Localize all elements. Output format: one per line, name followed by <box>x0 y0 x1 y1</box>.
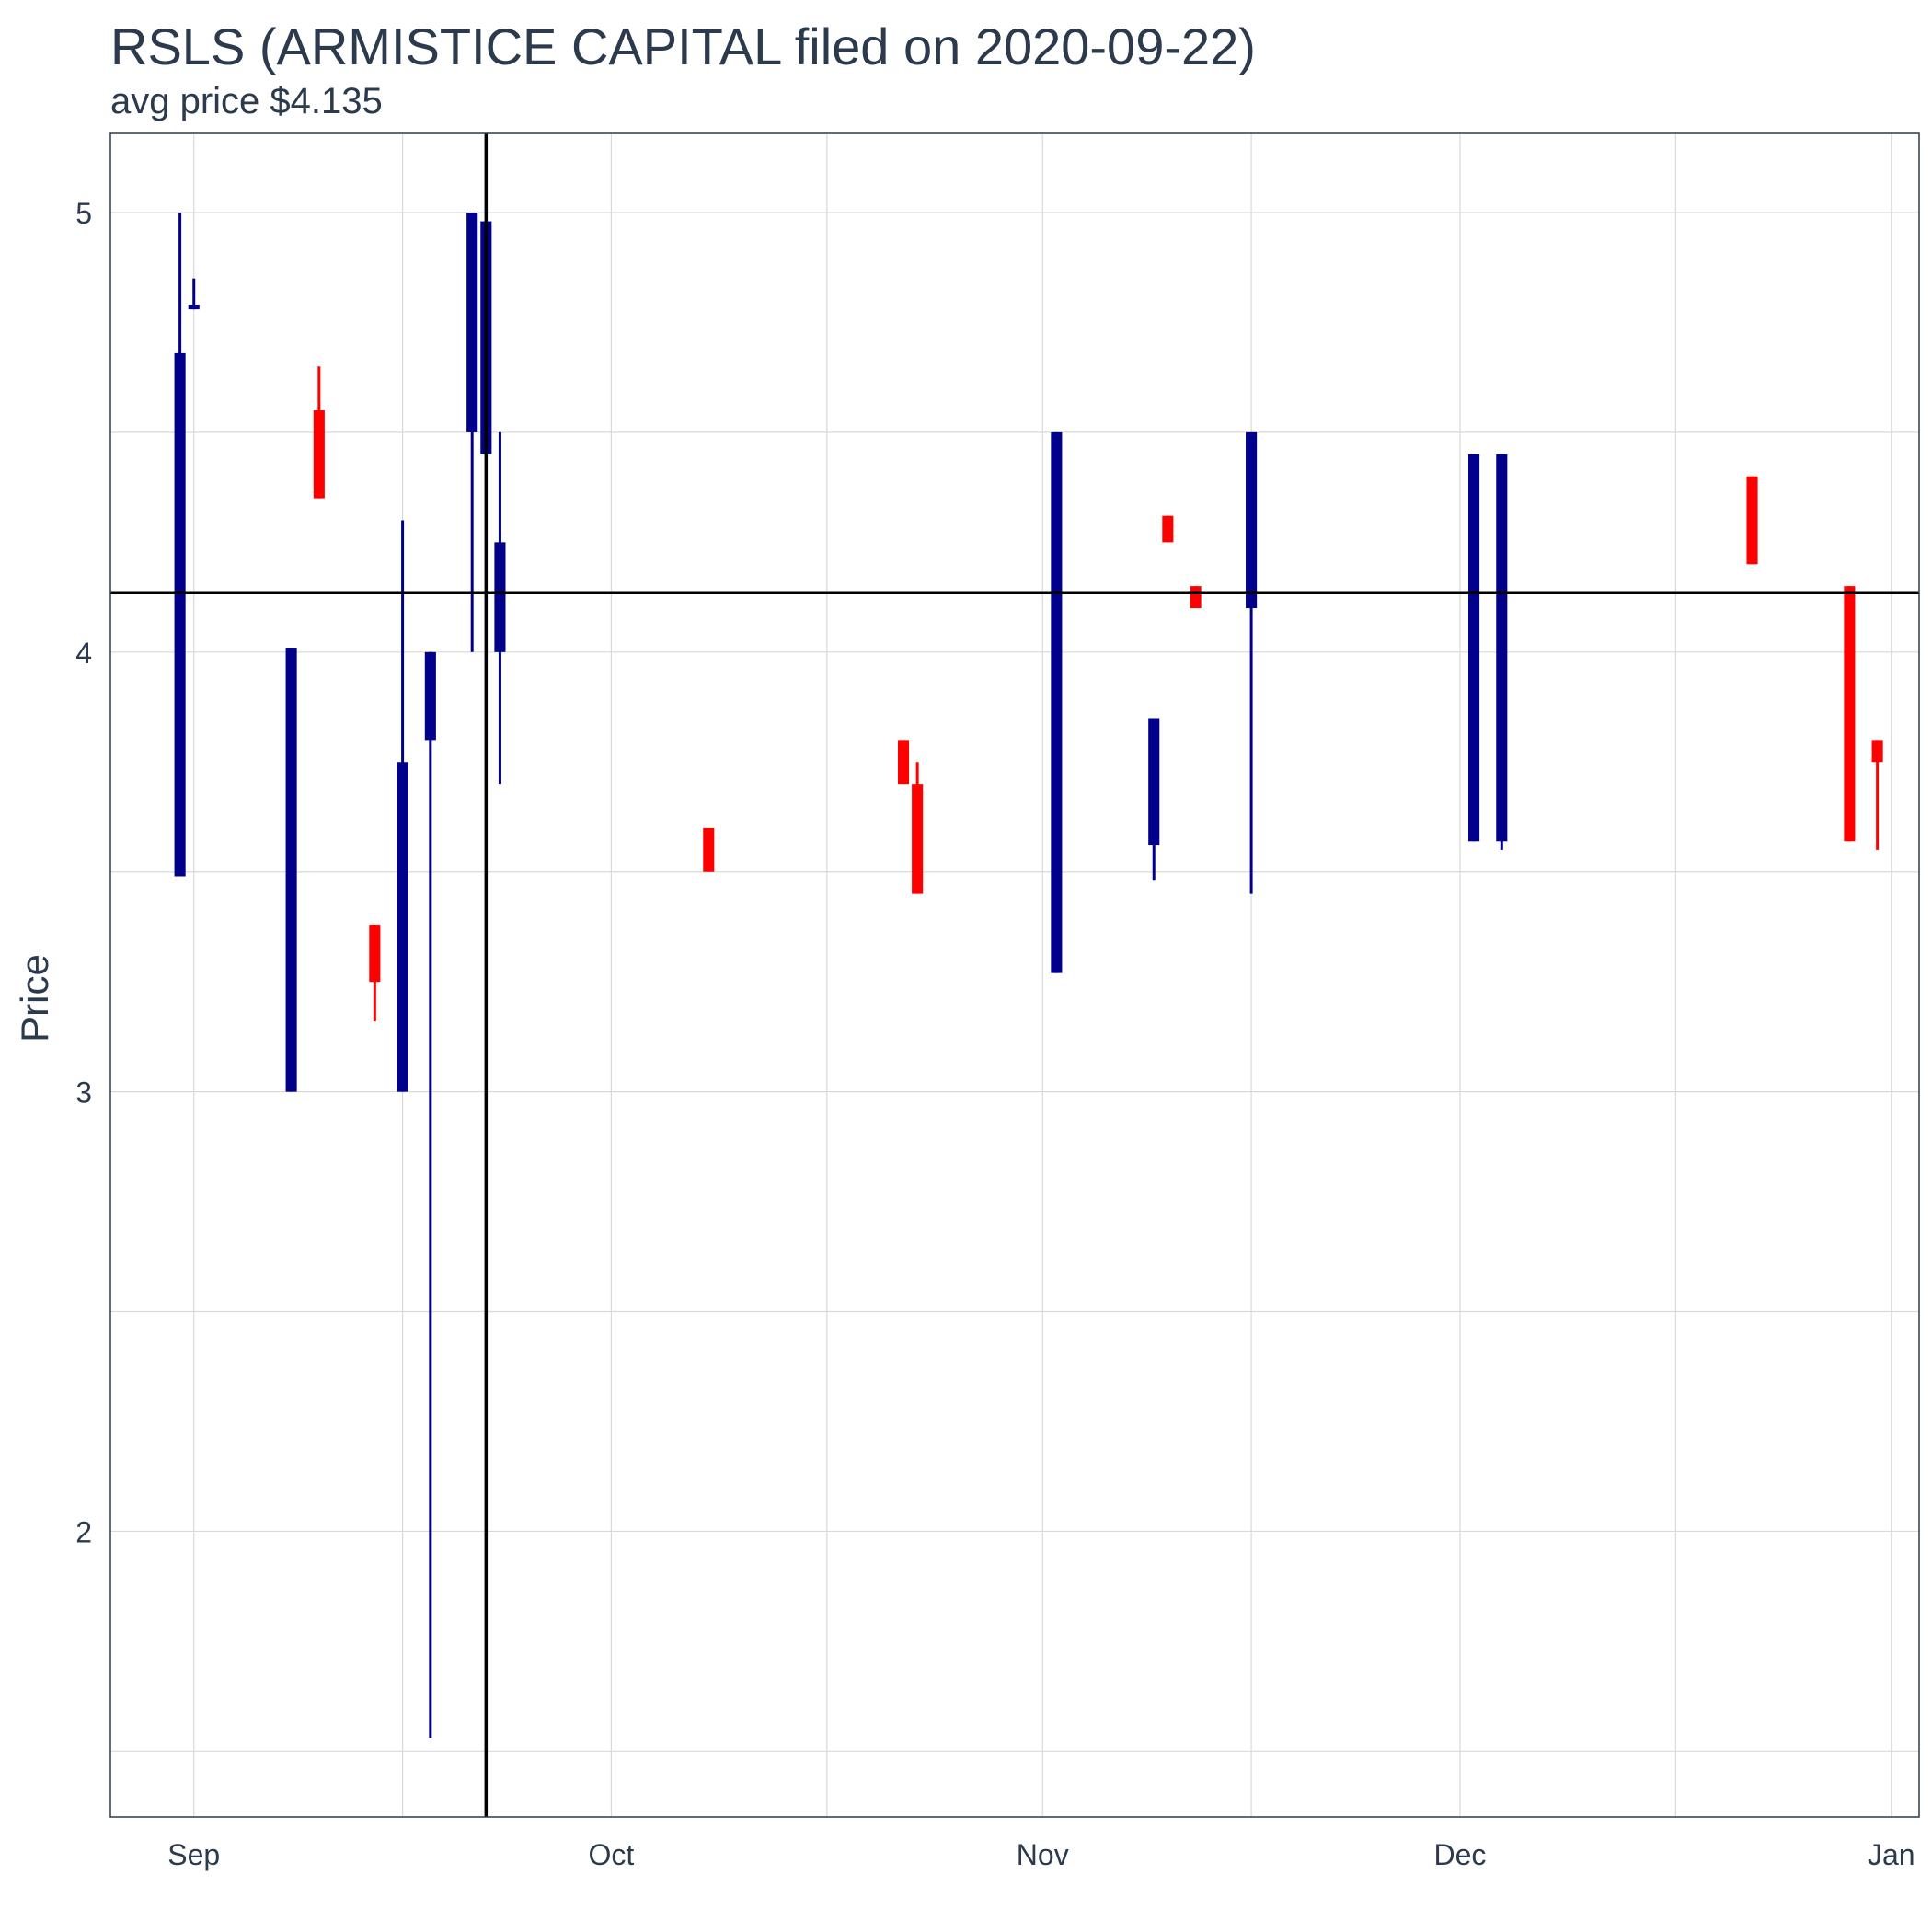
candle-down <box>897 740 910 785</box>
grid-lines <box>110 133 1919 1817</box>
candle-up <box>1148 718 1160 881</box>
candle-body <box>174 352 186 877</box>
x-tick-label: Jan <box>1868 1838 1915 1871</box>
candles <box>174 213 1883 1738</box>
candle-up <box>494 431 506 785</box>
y-axis-label: Price <box>13 954 56 1042</box>
candle-down <box>912 762 924 894</box>
candle-body <box>369 925 381 983</box>
x-tick-label: Nov <box>1017 1838 1069 1871</box>
candle-body <box>703 827 715 872</box>
candle-body <box>1148 718 1160 846</box>
candle-body <box>1246 431 1258 609</box>
candle-down <box>703 827 715 872</box>
candle-body <box>1162 515 1174 543</box>
y-tick-label: 2 <box>75 1515 92 1548</box>
candle-body <box>188 305 200 310</box>
candle-down <box>1844 586 1856 842</box>
candle-down <box>369 925 381 1022</box>
candle-body <box>466 213 478 432</box>
candle-body <box>1468 454 1480 842</box>
candle-body <box>313 410 325 499</box>
candle-up <box>285 648 297 1092</box>
candle-body <box>285 648 297 1092</box>
candle-body <box>1746 476 1758 565</box>
candle-down <box>1871 740 1883 850</box>
reference-lines <box>110 133 1919 1817</box>
candle-body <box>1871 740 1883 763</box>
candle-body <box>1190 586 1202 609</box>
candle-body <box>897 740 910 785</box>
candle-up <box>188 278 200 310</box>
y-tick-label: 5 <box>75 197 92 230</box>
candle-down <box>1162 515 1174 543</box>
candle-body <box>1496 454 1508 842</box>
candle-body <box>494 542 506 652</box>
candle-down <box>1190 586 1202 609</box>
chart-subtitle: avg price $4.135 <box>110 81 383 121</box>
chart-title: RSLS (ARMISTICE CAPITAL filed on 2020-09… <box>110 17 1256 75</box>
candle-down <box>313 366 325 499</box>
candle-down <box>1746 476 1758 565</box>
panel-border <box>109 132 1920 1818</box>
candle-body <box>1844 586 1856 842</box>
x-axis-ticks: Sep Oct Nov Dec Jan <box>167 1838 1915 1871</box>
x-tick-label: Oct <box>589 1838 635 1871</box>
candle-up <box>466 213 478 652</box>
x-tick-label: Dec <box>1433 1838 1486 1871</box>
candle-body <box>1051 431 1063 973</box>
candle-up <box>1496 454 1508 850</box>
candle-body <box>912 784 924 894</box>
candle-body <box>424 651 436 741</box>
y-tick-label: 4 <box>75 637 92 670</box>
candle-up <box>1051 431 1063 973</box>
y-tick-label: 3 <box>75 1076 92 1110</box>
x-tick-label: Sep <box>167 1838 220 1871</box>
y-axis-ticks: 2 3 4 5 <box>75 197 92 1548</box>
candle-up <box>424 651 436 1738</box>
candle-up <box>1246 431 1258 894</box>
candle-up <box>397 520 408 1092</box>
candle-up <box>1468 454 1480 842</box>
candle-up <box>174 213 186 877</box>
candle-body <box>397 762 408 1092</box>
